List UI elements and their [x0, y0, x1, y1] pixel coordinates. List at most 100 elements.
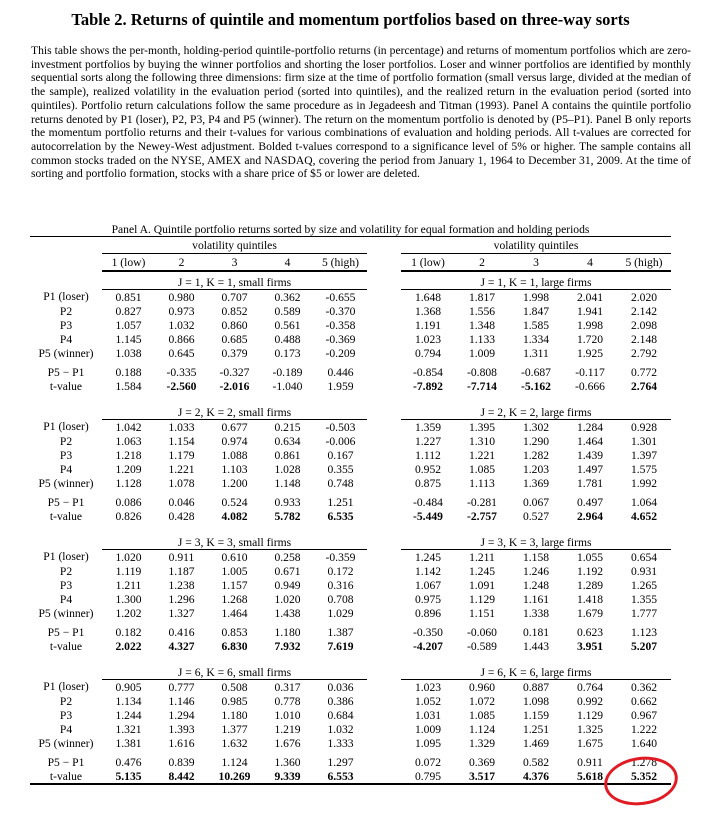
value-cell: 1.245 — [414, 550, 442, 564]
value-cell: 1.113 — [469, 476, 495, 490]
block-label-small: J = 3, K = 3, small firms — [102, 532, 367, 550]
group-header-large: volatility quintiles — [401, 236, 671, 254]
value-cell: 2.964 — [576, 509, 604, 523]
value-cell: -0.006 — [325, 434, 356, 448]
value-cell: -0.060 — [467, 625, 497, 639]
value-cell: 1.028 — [274, 462, 301, 476]
table-title: Table 2. Returns of quintile and momentu… — [71, 10, 630, 29]
value-cell: 0.772 — [630, 365, 658, 379]
empty-cell — [367, 254, 401, 272]
value-cell: 5.352 — [617, 769, 671, 785]
value-cell: 1.325 — [576, 722, 604, 736]
value-cell: 1.128 — [115, 476, 142, 490]
value-cell: -2.560 — [166, 379, 197, 393]
value-cell: 0.684 — [327, 708, 354, 722]
empty-cell — [367, 509, 401, 523]
value-cell: 4.376 — [509, 769, 563, 785]
value-cell: 0.527 — [522, 509, 550, 523]
value-cell: 0.582 — [522, 755, 550, 769]
value-cell: 1.129 — [468, 592, 496, 606]
value-cell: 0.931 — [630, 564, 658, 578]
value-cell: 1.310 — [468, 434, 496, 448]
value-cell: 1.078 — [168, 476, 195, 490]
value-cell: 1.063 — [115, 434, 142, 448]
value-cell: 1.072 — [468, 694, 496, 708]
group-header-small: volatility quintiles — [102, 236, 367, 254]
value-cell: 1.925 — [576, 346, 604, 360]
block-label-small: J = 6, K = 6, small firms — [102, 662, 367, 680]
value-cell: 1.187 — [168, 564, 195, 578]
value-cell: 0.748 — [327, 476, 354, 490]
value-cell: 0.416 — [168, 625, 195, 639]
value-cell: 1.294 — [168, 708, 195, 722]
column-header: 3 — [509, 253, 563, 272]
value-cell: -0.327 — [219, 365, 250, 379]
value-cell: 2.022 — [115, 639, 142, 653]
value-cell: 1.031 — [414, 708, 442, 722]
block-spacer-row — [30, 653, 671, 662]
value-cell: 1.296 — [168, 592, 195, 606]
value-cell: 1.282 — [522, 448, 550, 462]
value-cell: 1.209 — [115, 462, 142, 476]
value-cell: -0.358 — [325, 318, 356, 332]
empty-cell — [367, 564, 401, 578]
table-row: P5 (winner) 1.128 1.078 1.200 1.148 0.748 0.87… — [30, 476, 671, 490]
value-cell: 1.191 — [414, 318, 442, 332]
value-cell: 1.023 — [414, 680, 442, 694]
value-cell: 0.911 — [168, 550, 195, 564]
table-row: P3 1.244 1.294 1.180 1.010 0.684 1.031 1.085 1.1… — [30, 708, 671, 722]
empty-cell — [367, 578, 401, 592]
value-cell: 1.439 — [576, 448, 604, 462]
value-cell: 0.839 — [168, 755, 195, 769]
empty-cell — [367, 290, 401, 305]
value-cell: 1.585 — [522, 318, 550, 332]
value-cell: 0.985 — [221, 694, 248, 708]
value-cell: 0.707 — [221, 290, 248, 304]
block-label-row: J = 1, K = 1, small firms J = 1, K = 1, l… — [30, 271, 671, 290]
row-label: P5 − P1 — [47, 625, 85, 639]
row-label: P2 — [59, 694, 73, 708]
table-row: P1 (loser) 0.905 0.777 0.508 0.317 0.036 1.023… — [30, 680, 671, 695]
block-label-small: J = 2, K = 2, small firms — [102, 402, 367, 420]
value-cell: 0.933 — [274, 495, 301, 509]
value-cell: 1.029 — [327, 606, 354, 620]
row-label: P5 (winner) — [38, 606, 94, 620]
value-cell: 0.992 — [576, 694, 604, 708]
value-cell: 0.645 — [168, 346, 195, 360]
value-cell: 4.327 — [168, 639, 195, 653]
block-label-large: J = 3, K = 3, large firms — [401, 532, 671, 550]
column-header: 1 (low) — [102, 253, 155, 272]
block-spacer-row — [30, 523, 671, 532]
empty-cell — [367, 304, 401, 318]
value-cell: -0.117 — [575, 365, 605, 379]
empty-cell — [30, 662, 102, 680]
value-cell: 1.438 — [274, 606, 301, 620]
value-cell: -0.370 — [325, 304, 356, 318]
value-cell: 1.202 — [115, 606, 142, 620]
value-cell: 0.067 — [522, 495, 550, 509]
table-row: P5 (winner) 1.202 1.327 1.464 1.438 1.029 0.89… — [30, 606, 671, 620]
table-row: P3 1.211 1.238 1.157 0.949 0.316 1.067 1.091 1.2… — [30, 578, 671, 592]
value-cell: 1.009 — [468, 346, 496, 360]
value-cell: -1.040 — [272, 379, 303, 393]
value-cell: 2.764 — [630, 379, 658, 393]
spacer — [30, 523, 671, 532]
value-cell: 1.289 — [576, 578, 604, 592]
value-cell: 1.497 — [576, 462, 604, 476]
value-cell: 0.172 — [327, 564, 354, 578]
value-cell: 0.827 — [115, 304, 142, 318]
empty-cell — [367, 434, 401, 448]
value-cell: 0.905 — [115, 680, 142, 694]
table-row: P3 1.057 1.032 0.860 0.561 -0.358 1.191 1.348 1.… — [30, 318, 671, 332]
value-cell: 0.072 — [414, 755, 442, 769]
table-row: P3 1.218 1.179 1.088 0.861 0.167 1.112 1.221 1.2… — [30, 448, 671, 462]
table-row: P2 1.063 1.154 0.974 0.634 -0.006 1.227 1.310 1.… — [30, 434, 671, 448]
value-cell: 0.508 — [221, 680, 248, 694]
empty-cell — [367, 346, 401, 360]
empty-cell — [30, 237, 102, 254]
value-cell: 1.157 — [221, 578, 248, 592]
value-cell: 1.180 — [274, 625, 301, 639]
value-cell: 0.980 — [168, 290, 195, 304]
row-label: P4 — [59, 592, 73, 606]
value-cell: 1.123 — [630, 625, 658, 639]
